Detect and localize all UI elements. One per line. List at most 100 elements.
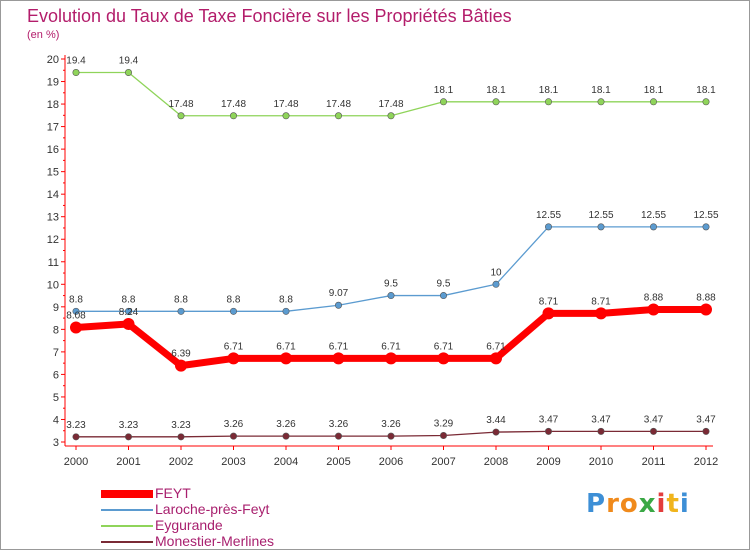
data-label-laroche-pr-s-feyt: 8.8 [279,294,293,305]
data-point-eygurande [702,98,710,106]
data-point-monestier-merlines [387,432,395,440]
data-point-feyt [595,307,607,320]
legend-label-monestier: Monestier-Merlines [155,533,275,549]
x-tick-label: 2009 [536,456,560,468]
data-label-monestier-merlines: 3.26 [224,419,244,430]
data-point-feyt [332,352,345,365]
data-point-feyt [175,359,187,372]
y-tick-label: 7 [53,347,59,359]
data-point-eygurande [387,112,395,120]
legend-swatch-monestier [101,541,153,543]
data-label-eygurande: 19.4 [119,56,139,67]
data-label-monestier-merlines: 3.23 [66,420,86,431]
data-point-laroche-pr-s-feyt [439,292,447,300]
y-tick-label: 13 [47,212,59,224]
data-label-eygurande: 17.48 [326,99,351,110]
data-label-eygurande: 19.4 [66,56,86,67]
data-label-feyt: 8.08 [66,311,86,322]
x-tick-label: 2005 [326,456,350,468]
data-label-laroche-pr-s-feyt: 8.8 [122,294,136,305]
data-point-laroche-pr-s-feyt [544,223,552,231]
data-point-laroche-pr-s-feyt [125,307,133,315]
data-label-monestier-merlines: 3.47 [539,414,559,425]
data-point-laroche-pr-s-feyt [282,307,290,315]
data-point-eygurande [125,69,133,77]
data-label-monestier-merlines: 3.26 [276,419,296,430]
data-label-laroche-pr-s-feyt: 12.55 [536,210,561,221]
data-label-eygurande: 17.48 [168,99,193,110]
axes: 3 4 5 6 7 8 9 10 11 12 13 14 15 16 17 18 19 20 2000 2001 200… [47,54,718,468]
y-tick-label: 5 [53,392,59,404]
data-point-eygurande [334,112,342,120]
data-label-eygurande: 18.1 [644,85,664,96]
data-label-feyt: 6.71 [276,341,296,352]
data-label-monestier-merlines: 3.23 [171,420,191,431]
data-label-eygurande: 18.1 [539,85,559,96]
data-point-monestier-merlines [492,428,500,436]
y-tick-label: 4 [53,414,59,426]
data-point-monestier-merlines [177,433,185,441]
y-tick-label: 16 [47,144,59,156]
data-label-feyt: 8.71 [591,296,611,307]
data-label-monestier-merlines: 3.47 [696,414,716,425]
data-point-monestier-merlines [125,433,133,441]
data-label-monestier-merlines: 3.47 [591,414,611,425]
x-tick-label: 2007 [431,456,455,468]
data-label-monestier-merlines: 3.26 [381,419,401,430]
data-label-monestier-merlines: 3.26 [329,419,349,430]
data-label-monestier-merlines: 3.29 [434,418,454,429]
legend-label-feyt: FEYT [155,485,191,501]
data-label-eygurande: 17.48 [378,99,403,110]
data-point-eygurande [649,98,657,106]
data-label-eygurande: 17.48 [221,99,246,110]
data-label-laroche-pr-s-feyt: 10 [490,267,502,278]
data-point-laroche-pr-s-feyt [334,301,342,309]
y-tick-label: 15 [47,167,59,179]
y-tick-label: 9 [53,302,59,314]
data-label-monestier-merlines: 3.44 [486,415,506,426]
data-point-monestier-merlines [72,433,80,441]
data-label-laroche-pr-s-feyt: 12.55 [588,210,613,221]
y-tick-label: 6 [53,369,59,381]
data-label-laroche-pr-s-feyt: 8.8 [69,294,83,305]
y-tick-label: 11 [48,257,59,269]
data-point-feyt [70,321,82,334]
data-label-feyt: 6.39 [171,349,191,360]
x-tick-label: 2003 [221,456,245,468]
logo-letter: i [656,489,667,519]
y-tick-label: 3 [53,437,59,449]
data-label-feyt: 8.88 [644,293,664,304]
data-label-laroche-pr-s-feyt: 12.55 [641,210,666,221]
data-point-laroche-pr-s-feyt [492,280,500,288]
data-point-laroche-pr-s-feyt [230,307,238,315]
data-label-feyt: 6.71 [224,341,244,352]
data-point-feyt [490,352,502,365]
data-label-laroche-pr-s-feyt: 9.07 [329,288,349,299]
y-tick-label: 17 [47,122,59,134]
data-point-feyt [542,307,555,320]
data-label-feyt: 8.71 [539,296,559,307]
y-axis-unit: (en %) [27,29,60,41]
data-label-eygurande: 18.1 [486,85,506,96]
logo-letter: t [666,489,680,519]
y-tick-label: 10 [47,279,59,291]
legend-label-laroche: Laroche-près-Feyt [155,501,270,517]
data-point-monestier-merlines [439,431,447,439]
data-label-eygurande: 18.1 [434,85,454,96]
data-point-feyt [280,352,292,365]
data-label-feyt: 6.71 [381,341,401,352]
y-tick-label: 20 [47,54,59,66]
data-label-laroche-pr-s-feyt: 12.55 [693,210,718,221]
proxiti-logo: Proxiti [586,489,690,519]
data-point-feyt [700,303,712,316]
x-tick-label: 2011 [642,456,666,468]
data-point-monestier-merlines [282,432,290,440]
data-point-monestier-merlines [544,427,552,435]
data-label-feyt: 6.71 [329,341,349,352]
data-point-laroche-pr-s-feyt [649,223,657,231]
data-label-monestier-merlines: 3.47 [644,414,664,425]
x-tick-label: 2000 [64,456,88,468]
data-point-eygurande [177,112,185,120]
data-label-laroche-pr-s-feyt: 9.5 [384,279,398,290]
